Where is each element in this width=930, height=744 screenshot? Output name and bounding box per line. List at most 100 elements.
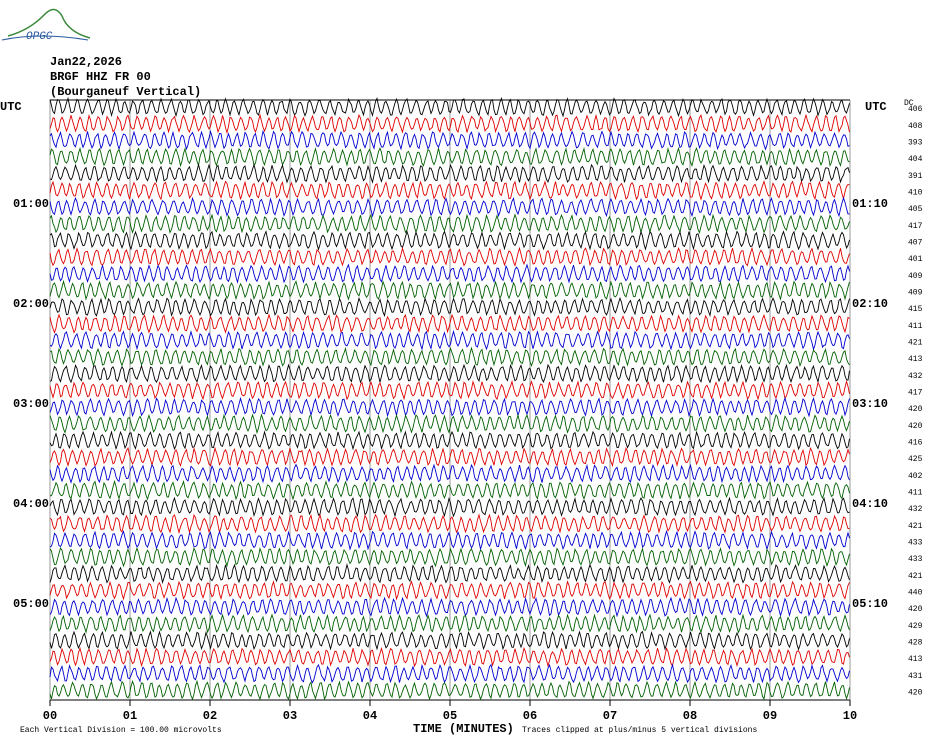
right-time-label: 05:10 xyxy=(852,597,888,611)
x-tick-label: 07 xyxy=(603,709,617,723)
trace xyxy=(49,196,850,218)
dc-value: 421 xyxy=(908,338,923,347)
trace xyxy=(49,213,850,234)
dc-value: 411 xyxy=(908,322,923,331)
dc-value: 421 xyxy=(908,522,923,531)
trace xyxy=(49,496,850,518)
trace xyxy=(49,563,850,585)
trace xyxy=(49,530,850,551)
trace xyxy=(49,679,850,701)
dc-value: 440 xyxy=(908,588,923,597)
x-tick-label: 05 xyxy=(443,709,457,723)
dc-value: 393 xyxy=(908,138,923,147)
x-tick-label: 10 xyxy=(843,709,857,723)
trace xyxy=(49,413,850,435)
right-time-label: 04:10 xyxy=(852,497,888,511)
left-time-label: UTC xyxy=(0,100,22,114)
logo-base xyxy=(1,35,89,41)
x-axis-title: TIME (MINUTES) xyxy=(413,722,514,736)
dc-value: 420 xyxy=(908,688,923,697)
trace xyxy=(49,663,850,684)
trace xyxy=(49,296,850,318)
trace xyxy=(49,163,850,184)
x-tick-label: 06 xyxy=(523,709,537,723)
logo: OPGC xyxy=(1,8,91,43)
trace xyxy=(49,580,850,601)
dc-value: 425 xyxy=(908,455,923,464)
station: BRGF HHZ FR 00 xyxy=(50,70,151,84)
trace xyxy=(49,246,850,267)
left-time-label: 03:00 xyxy=(13,397,49,411)
x-tick-label: 03 xyxy=(283,709,297,723)
dc-value: 413 xyxy=(908,655,923,664)
right-time-label: 01:10 xyxy=(852,197,888,211)
dc-value: 428 xyxy=(908,638,923,647)
dc-value: 415 xyxy=(908,305,923,314)
dc-value: 391 xyxy=(908,172,923,181)
dc-value: 429 xyxy=(908,622,923,631)
x-tick-label: 09 xyxy=(763,709,777,723)
dc-value: 416 xyxy=(908,438,923,447)
dc-value: 408 xyxy=(908,122,923,131)
trace xyxy=(49,279,850,301)
trace xyxy=(49,346,850,368)
x-tick-label: 04 xyxy=(363,709,377,723)
right-time-label: UTC xyxy=(865,100,887,114)
dc-value: 402 xyxy=(908,472,923,481)
dc-value: 411 xyxy=(908,488,923,497)
clip-note: Traces clipped at plus/minus 5 vertical … xyxy=(522,726,757,735)
trace xyxy=(49,596,850,618)
scale-note: Each Vertical Division = 100.00 microvol… xyxy=(20,726,222,735)
x-tick-label: 00 xyxy=(43,709,57,723)
dc-value: 432 xyxy=(908,505,923,514)
left-time-label: 01:00 xyxy=(13,197,49,211)
logo-curve xyxy=(7,8,91,39)
trace xyxy=(49,113,850,135)
trace xyxy=(49,479,850,501)
trace xyxy=(49,146,850,168)
right-time-label: 02:10 xyxy=(852,297,888,311)
x-tick-label: 08 xyxy=(683,709,697,723)
dc-value: 413 xyxy=(908,355,923,364)
trace xyxy=(49,363,850,384)
trace xyxy=(49,546,850,568)
left-time-label: 05:00 xyxy=(13,597,49,611)
dc-value: 404 xyxy=(908,155,923,164)
dc-value: 406 xyxy=(908,105,923,114)
trace xyxy=(49,129,850,151)
trace xyxy=(49,229,850,251)
dc-value: 421 xyxy=(908,572,923,581)
x-tick-label: 01 xyxy=(123,709,137,723)
trace xyxy=(49,180,850,201)
logo-text: OPGC xyxy=(26,31,53,43)
trace xyxy=(49,329,850,351)
dc-value: 417 xyxy=(908,222,923,231)
right-time-label: 03:10 xyxy=(852,397,888,411)
dc-value: 401 xyxy=(908,255,923,264)
x-tick-label: 02 xyxy=(203,709,217,723)
dc-value: 420 xyxy=(908,405,923,414)
trace xyxy=(49,96,850,118)
trace xyxy=(49,430,850,451)
date: Jan22,2026 xyxy=(50,55,122,69)
trace xyxy=(49,463,850,484)
trace xyxy=(49,263,850,284)
left-time-label: 04:00 xyxy=(13,497,49,511)
dc-value: 432 xyxy=(908,372,923,381)
dc-value: 405 xyxy=(908,205,923,214)
trace xyxy=(49,446,850,468)
dc-value: 420 xyxy=(908,605,923,614)
trace xyxy=(49,646,850,668)
dc-value: 410 xyxy=(908,188,923,197)
trace xyxy=(49,396,850,418)
dc-value: 420 xyxy=(908,422,923,431)
dc-value: 407 xyxy=(908,238,923,247)
dc-label: DC xyxy=(904,99,914,108)
dc-value: 409 xyxy=(908,288,923,297)
left-time-label: 02:00 xyxy=(13,297,49,311)
dc-value: 431 xyxy=(908,672,923,681)
trace xyxy=(49,613,850,635)
dc-value: 417 xyxy=(908,388,923,397)
dc-value: 409 xyxy=(908,272,923,281)
